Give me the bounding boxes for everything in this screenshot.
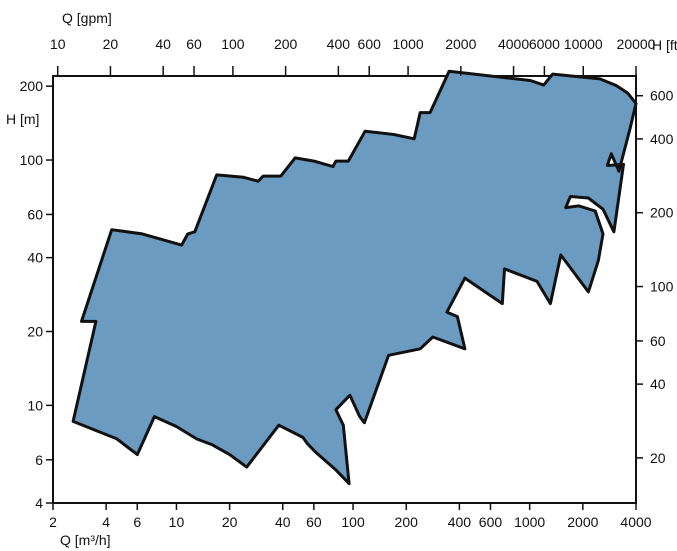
bottom-tick-label: 2000 [567,514,598,530]
left-axis-title: H [m] [6,111,39,127]
top-tick-label: 400 [327,36,351,52]
bottom-axis-title: Q [m³/h] [60,532,111,548]
left-tick-label: 100 [20,152,44,168]
left-tick-label: 4 [35,495,43,511]
top-tick-label: 6000 [529,36,560,52]
top-tick-label: 600 [358,36,382,52]
bottom-tick-label: 4 [102,514,110,530]
right-tick-label: 200 [650,205,674,221]
bottom-tick-label: 20 [222,514,238,530]
bottom-tick-label: 600 [479,514,503,530]
operating-range-region [71,69,638,486]
top-tick-label: 10 [50,36,66,52]
left-tick-label: 20 [27,324,43,340]
right-axis-title: H [ft] [652,37,677,53]
operating-range-area [71,69,638,486]
top-axis-title: Q [gpm] [62,10,112,26]
left-tick-label: 6 [35,452,43,468]
top-tick-label: 60 [186,36,202,52]
left-tick-label: 200 [20,78,44,94]
right-tick-label: 400 [650,131,674,147]
top-tick-label: 20 [103,36,119,52]
top-tick-label: 100 [221,36,245,52]
bottom-tick-label: 4000 [620,514,651,530]
bottom-tick-label: 1000 [514,514,545,530]
right-tick-label: 600 [650,88,674,104]
bottom-tick-label: 40 [275,514,291,530]
bottom-tick-label: 10 [169,514,185,530]
right-tick-label: 40 [650,376,666,392]
bottom-tick-label: 60 [306,514,322,530]
right-tick-label: 60 [650,333,666,349]
top-tick-label: 1000 [393,36,424,52]
bottom-tick-label: 100 [341,514,365,530]
top-tick-label: 40 [155,36,171,52]
left-tick-label: 10 [27,397,43,413]
top-tick-label: 10000 [564,36,603,52]
bottom-tick-label: 200 [395,514,419,530]
bottom-tick-label: 400 [448,514,472,530]
top-tick-label: 2000 [445,36,476,52]
top-tick-label: 4000 [498,36,529,52]
left-tick-label: 40 [27,250,43,266]
bottom-tick-label: 6 [133,514,141,530]
bottom-tick-label: 2 [49,514,57,530]
right-tick-label: 100 [650,279,674,295]
top-tick-label: 20000 [617,36,656,52]
right-tick-label: 20 [650,450,666,466]
left-tick-label: 60 [27,206,43,222]
top-tick-label: 200 [274,36,298,52]
